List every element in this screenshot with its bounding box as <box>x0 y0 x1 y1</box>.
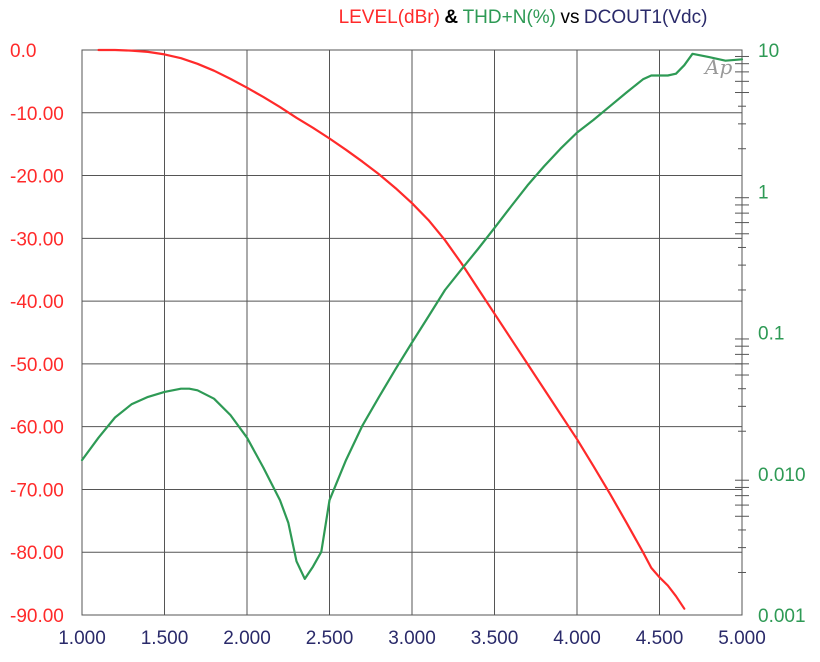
y-left-tick-label: -30.00 <box>10 229 64 250</box>
y-left-tick-label: -50.00 <box>10 355 64 376</box>
y-right-tick-label: 10 <box>758 41 779 62</box>
y-left-tick-label: -90.00 <box>10 606 64 627</box>
x-tick-label: 3.000 <box>388 628 436 649</box>
y-right-tick-label: 0.001 <box>758 606 806 627</box>
y-left-tick-label: -40.00 <box>10 292 64 313</box>
x-tick-label: 2.500 <box>306 628 354 649</box>
x-tick-label: 4.500 <box>636 628 684 649</box>
title-level: LEVEL(dBr) <box>339 7 440 28</box>
x-tick-label: 1.000 <box>58 628 106 649</box>
title-amp: & <box>444 7 458 28</box>
chart-title: LEVEL(dBr) & THD+N(%) vs DCOUT1(Vdc) <box>339 7 708 28</box>
y-left-tick-label: -80.00 <box>10 543 64 564</box>
y-right-tick-label: 0.1 <box>758 324 784 345</box>
title-thd: THD+N(%) <box>463 7 556 28</box>
x-tick-label: 2.000 <box>223 628 271 649</box>
y-left-tick-label: -20.00 <box>10 167 64 188</box>
x-tick-label: 4.000 <box>553 628 601 649</box>
y-right-tick-label: 1 <box>758 182 769 203</box>
y-right-tick-label: 0.010 <box>758 465 806 486</box>
series-line-thd <box>80 52 744 581</box>
y-left-tick-label: -10.00 <box>10 104 64 125</box>
ap-annotation: Ap <box>703 55 732 79</box>
x-tick-label: 1.500 <box>141 628 189 649</box>
x-tick-label: 3.500 <box>471 628 519 649</box>
y-left-tick-label: -60.00 <box>10 418 64 439</box>
grid <box>81 49 743 616</box>
y-left-tick-label: -70.00 <box>10 480 64 501</box>
series-layer <box>80 48 744 610</box>
axes: 1.000 1.500 2.000 2.500 3.000 3.500 4.000 4.500… <box>10 41 806 649</box>
title-vs: vs <box>560 7 579 28</box>
y-left-tick-label: 0.0 <box>10 41 36 62</box>
x-tick-label: 5.000 <box>718 628 766 649</box>
series-line-level <box>97 48 686 610</box>
title-dcout: DCOUT1(Vdc) <box>584 7 708 28</box>
